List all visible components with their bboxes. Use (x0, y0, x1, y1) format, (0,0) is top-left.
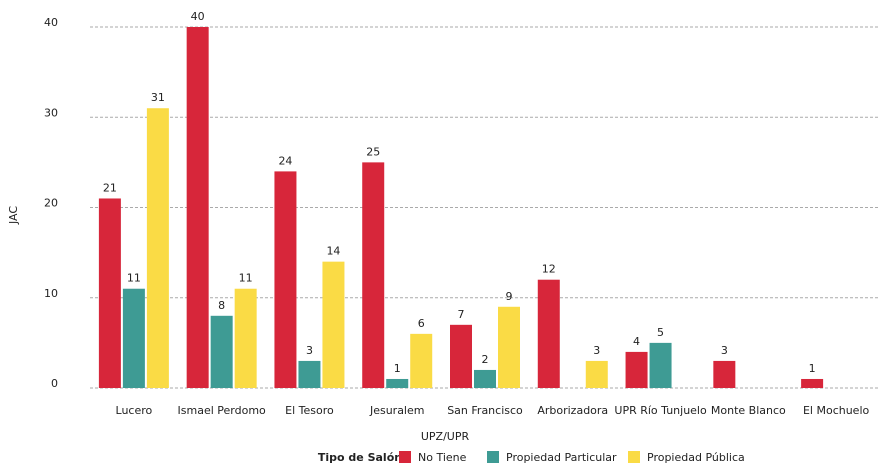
data-label: 11 (127, 272, 141, 285)
x-tick-label: Ismael Perdomo (178, 404, 267, 417)
x-tick-label: Jesuralem (369, 404, 425, 417)
data-label: 4 (633, 335, 640, 348)
y-axis-title: JAC (7, 206, 20, 225)
x-tick-label: Lucero (116, 404, 153, 417)
data-label: 40 (191, 10, 205, 23)
data-label: 2 (482, 353, 489, 366)
bar (386, 378, 409, 388)
data-label: 24 (278, 154, 292, 167)
data-label: 3 (721, 344, 728, 357)
bar (122, 288, 145, 388)
x-tick-label: El Tesoro (285, 404, 334, 417)
legend-swatch (628, 451, 640, 463)
bar (146, 108, 169, 388)
bar (298, 360, 321, 388)
bar (713, 360, 736, 388)
legend-title: Tipo de Salón (318, 451, 402, 464)
data-label: 21 (103, 181, 117, 194)
bar (362, 162, 385, 388)
legend-swatch (487, 451, 499, 463)
bar (474, 369, 496, 388)
data-label: 5 (657, 326, 664, 339)
legend-swatch (399, 451, 411, 463)
legend-label: No Tiene (418, 451, 467, 464)
y-tick-label: 30 (44, 106, 58, 119)
bar (801, 378, 824, 388)
bar (410, 333, 433, 388)
bar (274, 171, 297, 388)
bar (98, 198, 121, 388)
bar (649, 342, 672, 388)
x-tick-label: Monte Blanco (711, 404, 786, 417)
data-label: 12 (542, 263, 556, 276)
data-label: 1 (394, 362, 401, 375)
data-label: 7 (458, 308, 465, 321)
legend-label: Propiedad Particular (506, 451, 617, 464)
data-label: 11 (239, 272, 253, 285)
x-tick-label: UPR Río Tunjuelo (614, 404, 707, 417)
x-axis-title: UPZ/UPR (421, 430, 470, 443)
y-tick-label: 40 (44, 16, 58, 29)
x-tick-label: San Francisco (447, 404, 523, 417)
data-label: 25 (366, 145, 380, 158)
bar (537, 279, 560, 388)
y-tick-label: 10 (44, 287, 58, 300)
bar (234, 288, 257, 388)
data-label: 1 (809, 362, 816, 375)
data-label: 3 (593, 344, 600, 357)
bar (450, 324, 472, 388)
bar (210, 315, 233, 388)
bar (625, 351, 648, 388)
data-label: 8 (218, 299, 225, 312)
data-label: 3 (306, 344, 313, 357)
data-label: 31 (151, 91, 165, 104)
bar (498, 306, 520, 388)
x-tick-label: El Mochuelo (803, 404, 870, 417)
bar (322, 261, 345, 388)
y-tick-label: 0 (51, 377, 58, 390)
x-tick-label: Arborizadora (537, 404, 608, 417)
data-label: 6 (418, 317, 425, 330)
data-label: 14 (326, 245, 340, 258)
legend-label: Propiedad Pública (647, 451, 745, 464)
y-tick-label: 20 (44, 197, 58, 210)
bar (186, 27, 209, 388)
data-label: 9 (506, 290, 513, 303)
bar (585, 360, 608, 388)
